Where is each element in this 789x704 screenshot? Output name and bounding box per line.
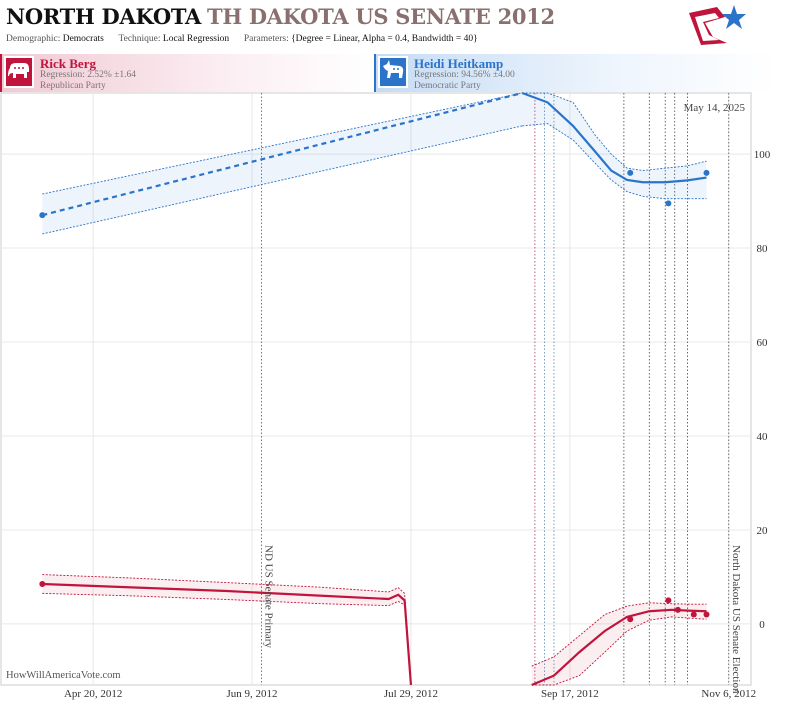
band-lower-edge <box>42 125 523 235</box>
technique-label: Technique: <box>118 34 161 44</box>
confidence-band <box>522 93 707 199</box>
candidate-banner-heidi-heitkamp[interactable]: Heidi Heitkamp Regression: 94.56% ±4.00 … <box>374 54 776 92</box>
parameters-line: Demographic: Democrats Technique: Local … <box>6 34 478 44</box>
x-tick-label: Apr 20, 2012 <box>64 688 122 700</box>
demographic-label: Demographic: <box>6 34 61 44</box>
elephant-icon <box>4 56 34 88</box>
confidence-band <box>42 574 411 685</box>
poll-point <box>627 616 634 623</box>
confidence-bands <box>42 92 707 686</box>
poll-point <box>39 580 46 587</box>
y-tick-label: 0 <box>759 619 765 631</box>
candidate-party: Democratic Party <box>414 81 481 91</box>
poll-point <box>665 597 672 604</box>
y-tick-label: 80 <box>757 243 769 255</box>
poll-point <box>703 611 710 618</box>
band-upper-edge <box>42 574 412 686</box>
band-upper-edge <box>522 92 707 171</box>
page-title: NORTH DAKOTA TH DAKOTA US SENATE 2012 <box>6 4 555 29</box>
y-tick-label: 60 <box>757 337 769 349</box>
poll-point <box>674 606 681 613</box>
confidence-band <box>531 602 707 685</box>
chart-grid <box>1 93 751 685</box>
donkey-icon <box>378 56 408 88</box>
trend-line-dashed <box>42 91 523 217</box>
y-tick-label: 40 <box>757 431 769 443</box>
trend-line <box>531 608 707 687</box>
band-upper-edge <box>531 602 707 667</box>
parameters-label: Parameters: <box>243 34 289 44</box>
state-name: NORTH DAKOTA <box>6 4 202 29</box>
x-tick-label: Sep 17, 2012 <box>541 688 599 700</box>
page-header: NORTH DAKOTA TH DAKOTA US SENATE 2012 Dem… <box>0 0 789 52</box>
candidate-regression: Regression: 2.52% ±1.64 <box>40 70 136 80</box>
poll-point <box>690 611 697 618</box>
candidate-name: Rick Berg <box>40 56 96 71</box>
trend-line <box>42 582 413 686</box>
band-lower-edge <box>522 123 707 200</box>
confidence-band <box>42 93 523 234</box>
trend-lines <box>42 91 707 687</box>
band-lower-edge <box>42 592 412 686</box>
credit-text[interactable]: HowWillAmericaVote.com <box>6 670 121 681</box>
candidate-name: Heidi Heitkamp <box>414 56 504 71</box>
x-tick-label: Jun 9, 2012 <box>227 688 278 700</box>
candidate-regression: Regression: 94.56% ±4.00 <box>414 70 515 80</box>
poll-point <box>665 200 672 207</box>
parameters-value: {Degree = Linear, Alpha = 0.4, Bandwidth… <box>291 34 478 44</box>
candidate-banner-rick-berg[interactable]: Rick Berg Regression: 2.52% ±1.64 Republ… <box>0 54 374 92</box>
x-tick-label: Nov 6, 2012 <box>701 688 756 700</box>
event-lines <box>261 93 730 685</box>
technique-value: Local Regression <box>162 34 230 44</box>
poll-point <box>39 212 46 219</box>
poll-point <box>703 169 710 176</box>
race-name: TH DAKOTA US SENATE 2012 <box>207 4 555 29</box>
y-tick-label: 100 <box>754 149 771 161</box>
event-label: North Dakota US Senate Election <box>730 545 742 694</box>
poll-points <box>39 169 710 623</box>
axis-labels: Apr 20, 2012 Jun 9, 2012 Jul 29, 2012 Sep 1… <box>64 149 771 700</box>
event-label: ND US Senate Primary <box>263 545 275 648</box>
band-upper-edge <box>42 92 523 195</box>
date-stamp: May 14, 2025 <box>684 102 746 114</box>
demographic-value: Democrats <box>62 34 104 44</box>
poll-point <box>627 169 634 176</box>
y-tick-label: 20 <box>757 525 769 537</box>
trend-line <box>521 91 707 184</box>
x-tick-label: Jul 29, 2012 <box>384 688 438 700</box>
site-logo-icon[interactable] <box>687 3 747 49</box>
candidate-party: Republican Party <box>40 81 106 91</box>
